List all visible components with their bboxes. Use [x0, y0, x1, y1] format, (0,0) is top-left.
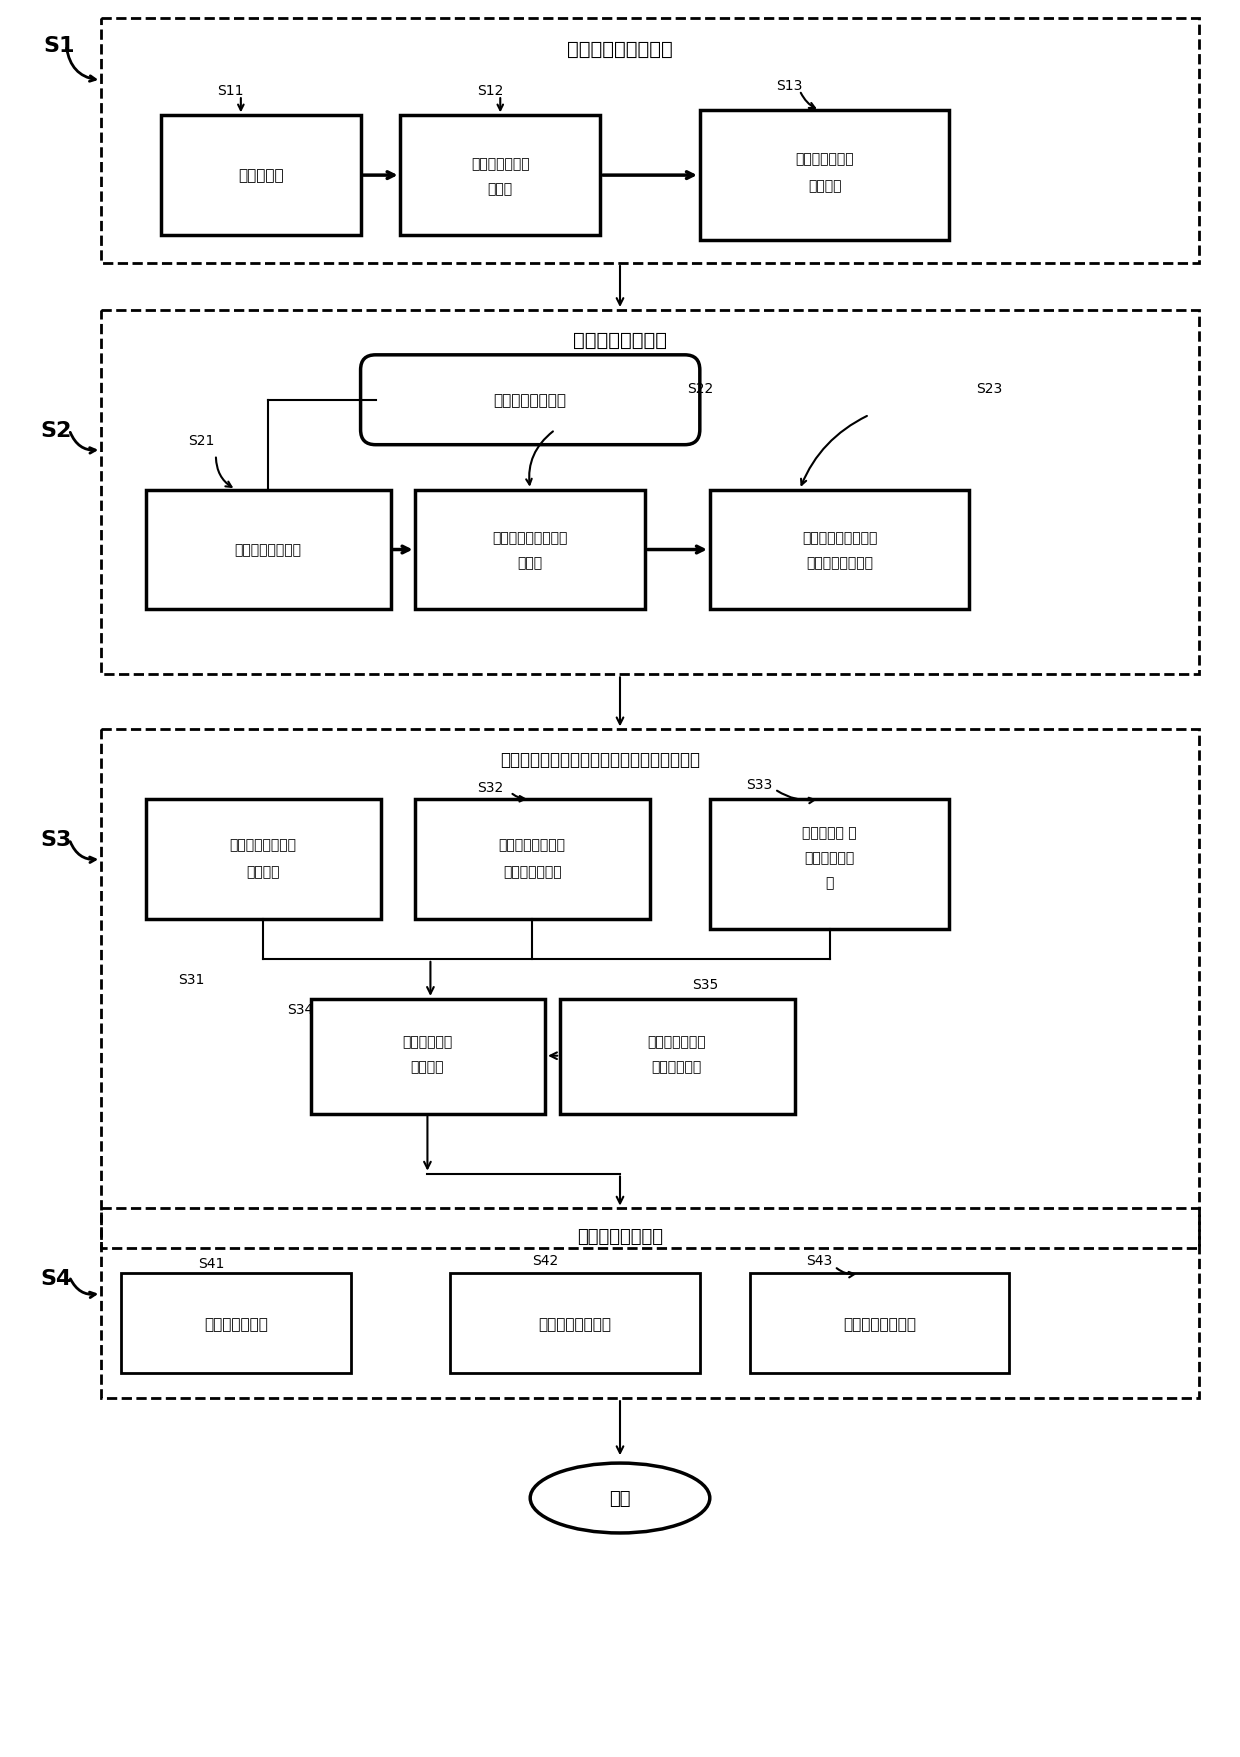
Bar: [102, 1209, 1199, 1399]
Text: 植株目标部位的三维点云世界坐标的获取算法: 植株目标部位的三维点云世界坐标的获取算法: [500, 750, 701, 770]
Bar: [102, 729, 1199, 1249]
Text: 型: 型: [826, 875, 833, 889]
Text: S4: S4: [41, 1269, 72, 1288]
Text: 帧间向量转换模型: 帧间向量转换模型: [234, 543, 301, 557]
Bar: [709, 490, 970, 610]
Bar: [401, 116, 600, 235]
Text: S31: S31: [177, 972, 205, 986]
Text: S23: S23: [976, 381, 1002, 395]
Text: S12: S12: [477, 84, 503, 98]
Text: 植株局部图像分割: 植株局部图像分割: [494, 394, 567, 408]
Text: 植株三维点云: 植株三维点云: [402, 1035, 453, 1049]
Text: 获取像方物方对: 获取像方物方对: [471, 156, 529, 170]
Bar: [415, 490, 645, 610]
Text: 灰度校正因子: 灰度校正因子: [652, 1059, 702, 1074]
Ellipse shape: [531, 1464, 709, 1534]
Text: S2: S2: [41, 420, 72, 441]
Text: S32: S32: [477, 780, 503, 794]
Text: 植株局部测量方法: 植株局部测量方法: [577, 1228, 663, 1246]
Bar: [102, 311, 1199, 675]
FancyBboxPatch shape: [361, 355, 699, 446]
Text: S22: S22: [687, 381, 713, 395]
Text: 动矢量测量模: 动矢量测量模: [805, 850, 854, 864]
Text: S34: S34: [288, 1001, 314, 1016]
Text: 转换矩阵: 转换矩阵: [246, 864, 279, 878]
Text: S21: S21: [187, 434, 215, 448]
Text: S35: S35: [692, 977, 718, 991]
Text: 果实体积测量方法: 果实体积测量方法: [538, 1316, 611, 1332]
Text: 点云坐标的材质: 点云坐标的材质: [647, 1035, 707, 1049]
Text: S42: S42: [532, 1254, 558, 1267]
Text: 同名像点配准模型: 同名像点配准模型: [573, 330, 667, 350]
Bar: [450, 1274, 699, 1374]
Text: 茎杆直径测量方法: 茎杆直径测量方法: [843, 1316, 916, 1332]
Text: 像移速率与帧帧: 像移速率与帧帧: [795, 153, 854, 167]
Bar: [146, 799, 381, 919]
Text: 值的拟合: 值的拟合: [807, 179, 841, 193]
Text: 同名像点三维配准矩: 同名像点三维配准矩: [802, 531, 877, 545]
Text: 取方法: 取方法: [517, 557, 543, 571]
Text: 相像距标定: 相像距标定: [238, 169, 284, 183]
Text: S33: S33: [746, 778, 773, 792]
Text: S43: S43: [806, 1254, 833, 1267]
Bar: [699, 111, 950, 241]
Text: 同名像点三维世界: 同名像点三维世界: [229, 838, 296, 852]
Bar: [161, 116, 361, 235]
Text: S13: S13: [776, 79, 802, 93]
Text: 量投影关系模型: 量投影关系模型: [503, 864, 562, 878]
Text: 帧间双光学系统矢: 帧间双光学系统矢: [498, 838, 565, 852]
Text: S3: S3: [41, 829, 72, 850]
Text: S11: S11: [218, 84, 244, 98]
Text: 云镜摄系统 运: 云镜摄系统 运: [802, 826, 857, 840]
Text: 叶面积测量方法: 叶面积测量方法: [203, 1316, 268, 1332]
Bar: [709, 799, 950, 929]
Bar: [750, 1274, 1009, 1374]
Text: 云镜摄系统参数标定: 云镜摄系统参数标定: [567, 40, 673, 58]
Bar: [560, 1000, 795, 1114]
Text: 应系数: 应系数: [487, 183, 513, 197]
Text: 坐标获取: 坐标获取: [410, 1059, 444, 1074]
Text: S41: S41: [197, 1256, 224, 1270]
Bar: [102, 19, 1199, 264]
Text: S1: S1: [43, 37, 74, 56]
Bar: [415, 799, 650, 919]
Bar: [122, 1274, 351, 1374]
Text: 帧间光轴运动向量获: 帧间光轴运动向量获: [492, 531, 568, 545]
Bar: [311, 1000, 546, 1114]
Text: 结束: 结束: [609, 1490, 631, 1508]
Bar: [146, 490, 391, 610]
Text: 阵和差分优化检验: 阵和差分优化检验: [806, 557, 873, 571]
